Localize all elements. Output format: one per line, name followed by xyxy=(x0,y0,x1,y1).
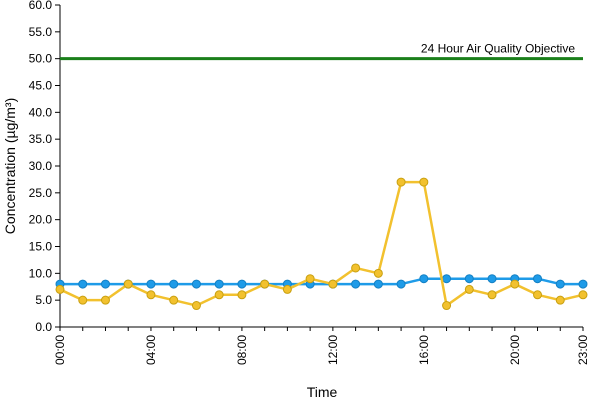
y-tick-label: 0.0 xyxy=(35,320,52,334)
y-tick-label: 45.0 xyxy=(29,79,53,93)
data-point xyxy=(100,295,110,305)
x-tick-label: 23:00 xyxy=(576,335,590,365)
data-point xyxy=(419,274,429,284)
data-point xyxy=(214,279,224,289)
y-tick-label: 40.0 xyxy=(29,105,53,119)
axes xyxy=(55,4,584,331)
x-tick-label: 20:00 xyxy=(508,335,522,365)
data-point xyxy=(555,295,565,305)
data-point xyxy=(487,274,497,284)
data-point xyxy=(78,279,88,289)
y-tick-label: 25.0 xyxy=(29,186,53,200)
data-point xyxy=(328,279,338,289)
data-point xyxy=(78,295,88,305)
series-line-0 xyxy=(59,180,584,307)
y-tick-label: 5.0 xyxy=(35,293,52,307)
data-point xyxy=(214,290,224,300)
data-point xyxy=(100,279,110,289)
x-tick-label: 00:00 xyxy=(53,335,67,365)
y-tick-label: 55.0 xyxy=(29,25,53,39)
data-point xyxy=(555,279,565,289)
y-tick-label: 60.0 xyxy=(29,0,53,12)
x-tick-label: 16:00 xyxy=(417,335,431,365)
data-point xyxy=(123,279,133,289)
data-point xyxy=(169,279,179,289)
data-point xyxy=(351,263,361,273)
data-point xyxy=(282,284,292,294)
data-point xyxy=(396,279,406,289)
data-point xyxy=(146,279,156,289)
y-tick-label: 20.0 xyxy=(29,213,53,227)
data-point xyxy=(191,279,201,289)
data-point xyxy=(305,274,315,284)
data-point xyxy=(442,301,452,311)
data-point xyxy=(533,290,543,300)
data-point xyxy=(578,290,588,300)
labels-group: 0.0 5.0 10.0 15.0 20.0 25.0 30.0 35.0 40.0 45.0 50… xyxy=(29,0,590,365)
reference-line-group: 24 Hour Air Quality Objective xyxy=(60,42,583,61)
data-point xyxy=(237,279,247,289)
x-tick-label: 12:00 xyxy=(326,335,340,365)
x-axis-title: Time xyxy=(307,384,338,400)
data-point xyxy=(146,290,156,300)
y-axis-title: Concentration (µg/m³) xyxy=(2,98,18,234)
data-point xyxy=(169,295,179,305)
y-tick-label: 35.0 xyxy=(29,132,53,146)
data-point xyxy=(191,301,201,311)
series-group xyxy=(55,177,588,311)
data-point xyxy=(237,290,247,300)
data-point xyxy=(487,290,497,300)
y-tick-label: 15.0 xyxy=(29,240,53,254)
data-point xyxy=(533,274,543,284)
data-point xyxy=(373,279,383,289)
data-point xyxy=(419,177,429,187)
y-tick-label: 50.0 xyxy=(29,52,53,66)
data-point xyxy=(351,279,361,289)
data-point xyxy=(510,279,520,289)
data-point xyxy=(578,279,588,289)
reference-line-label: 24 Hour Air Quality Objective xyxy=(421,42,575,56)
x-tick-label: 08:00 xyxy=(235,335,249,365)
data-point xyxy=(442,274,452,284)
data-point xyxy=(464,274,474,284)
data-point xyxy=(55,284,65,294)
data-point xyxy=(464,284,474,294)
y-tick-label: 30.0 xyxy=(29,159,53,173)
y-tick-label: 10.0 xyxy=(29,266,53,280)
data-point xyxy=(373,268,383,278)
data-point xyxy=(260,279,270,289)
data-point xyxy=(396,177,406,187)
x-tick-label: 04:00 xyxy=(144,335,158,365)
